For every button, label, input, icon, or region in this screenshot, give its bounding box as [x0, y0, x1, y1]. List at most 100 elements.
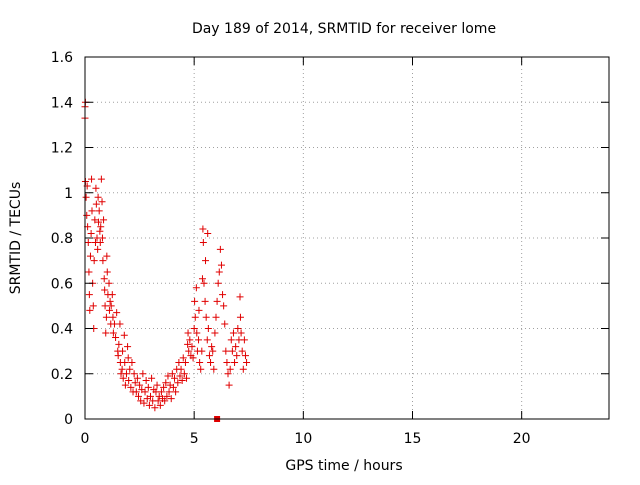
y-tick-label: 1.2: [51, 141, 73, 157]
data-point: [109, 329, 117, 337]
data-point: [237, 329, 245, 337]
data-point: [114, 352, 122, 360]
data-point: [147, 392, 154, 400]
data-point: [176, 372, 184, 380]
data-point: [201, 297, 209, 305]
data-point: [225, 381, 233, 389]
y-tick-label: 0.6: [51, 276, 73, 292]
y-axis-tick-labels: 0 0.2 0.4 0.6 0.8 1 1.2 1.4 1.6: [51, 50, 73, 428]
data-point: [130, 370, 138, 378]
plot-frame: [84, 56, 610, 420]
data-point: [83, 211, 91, 219]
data-point: [207, 358, 215, 366]
data-point: [196, 358, 204, 366]
data-point: [233, 352, 241, 360]
data-point: [95, 207, 103, 215]
data-point: [217, 261, 225, 269]
data-point: [87, 229, 95, 237]
y-tick-label: 0: [64, 412, 73, 428]
data-point: [154, 397, 162, 405]
data-point: [96, 239, 104, 247]
data-point: [175, 358, 183, 366]
data-point: [172, 388, 180, 396]
data-point: [200, 279, 208, 287]
data-point: [177, 365, 185, 373]
data-point: [214, 279, 222, 287]
data-point: [167, 395, 175, 403]
data-point: [191, 313, 199, 321]
data-point: [153, 381, 161, 389]
data-point: [131, 379, 139, 387]
data-point: [86, 252, 94, 260]
grid: [85, 57, 609, 419]
data-point: [108, 291, 116, 299]
data-point: [113, 309, 121, 317]
data-point: [232, 343, 240, 351]
data-point: [226, 365, 234, 373]
data-point: [120, 331, 128, 339]
data-point: [243, 358, 251, 366]
y-tick-label: 1: [64, 186, 73, 202]
data-point: [141, 388, 149, 396]
data-point: [213, 297, 221, 305]
data-point: [236, 293, 244, 301]
data-point: [98, 234, 106, 242]
data-point: [236, 313, 244, 321]
data-point: [193, 329, 201, 337]
data-point: [203, 336, 211, 344]
data-point: [174, 379, 182, 387]
data-point: [209, 347, 217, 355]
data-point: [94, 193, 102, 201]
data-point: [204, 325, 212, 332]
data-point: [188, 343, 196, 351]
data-point: [128, 358, 136, 366]
data-point: [103, 268, 111, 276]
data-point: [184, 329, 192, 337]
data-point: [181, 358, 189, 366]
data-point: [199, 225, 207, 233]
data-point: [222, 347, 230, 355]
data-point: [161, 397, 169, 405]
data-point: [185, 347, 193, 355]
data-point: [88, 207, 96, 215]
data-point: [140, 399, 148, 407]
data-point: [105, 279, 113, 287]
data-point: [224, 370, 232, 378]
data-point: [100, 216, 108, 224]
data-point: [231, 358, 239, 366]
data-point: [145, 401, 153, 409]
data-point: [94, 245, 102, 253]
data-point: [91, 216, 99, 224]
data-point: [195, 306, 203, 314]
data-point: [179, 354, 187, 362]
data-point: [90, 257, 98, 265]
y-tick-label: 0.4: [51, 322, 73, 338]
data-point: [190, 325, 198, 332]
data-point: [109, 313, 117, 321]
data-point: [99, 257, 107, 265]
data-point: [198, 347, 206, 355]
data-point: [85, 268, 93, 276]
data-point: [229, 329, 237, 337]
data-point: [97, 223, 105, 231]
data-point: [88, 175, 96, 183]
data-point: [163, 392, 171, 400]
data-point: [195, 336, 203, 344]
data-point: [92, 184, 100, 192]
data-point: [164, 372, 172, 380]
axis-ticks: [84, 56, 609, 420]
data-point: [234, 325, 242, 332]
y-tick-label: 0.2: [51, 367, 73, 383]
data-point: [92, 200, 100, 208]
data-point: [89, 302, 97, 310]
data-point: [102, 313, 110, 321]
data-point: [216, 245, 224, 253]
data-point: [197, 365, 205, 373]
data-point: [162, 379, 170, 387]
data-point: [126, 365, 134, 373]
data-point: [165, 388, 173, 396]
y-tick-label: 1.6: [51, 50, 73, 66]
data-point: [210, 365, 218, 373]
